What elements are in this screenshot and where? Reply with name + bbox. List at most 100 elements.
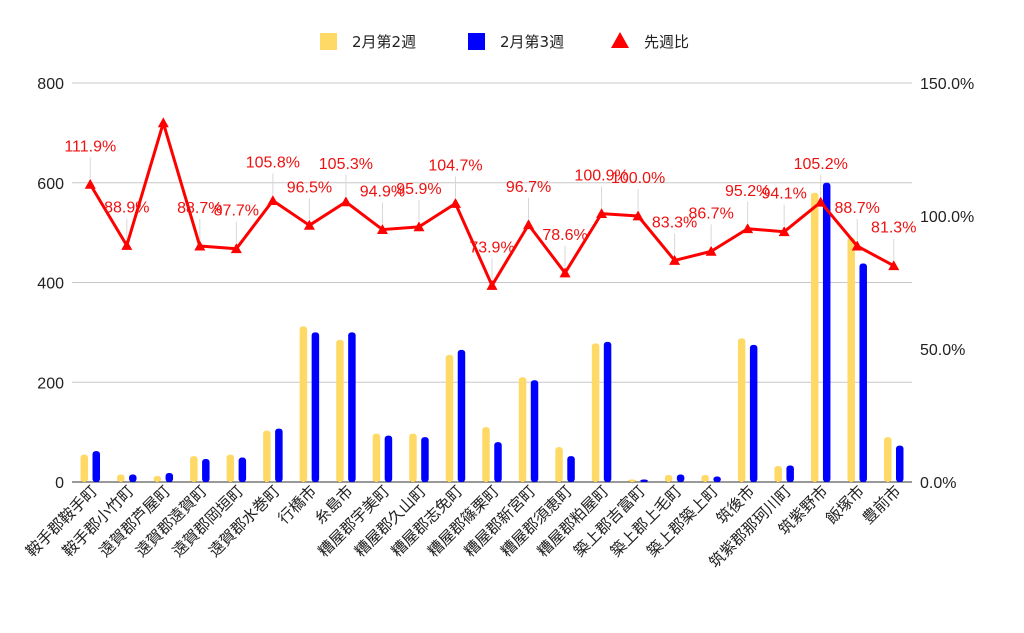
- ratio-data-labels: 111.9%88.9% 88.7%87.7%105.8%96.5%105.3%94…: [64, 138, 916, 256]
- ratio-marker: [449, 197, 461, 208]
- ratio-marker: [486, 279, 498, 290]
- legend-swatch: [320, 33, 337, 50]
- ratio-data-label: 96.7%: [506, 179, 551, 196]
- ratio-marker: [230, 243, 242, 254]
- ratio-data-label: 73.9%: [469, 239, 514, 256]
- ratio-marker: [705, 245, 717, 256]
- ratio-marker: [742, 223, 754, 234]
- category-label: 飯塚市: [822, 482, 868, 528]
- bar-week3: [530, 380, 539, 482]
- ratio-data-label: 105.3%: [319, 156, 373, 173]
- ratio-marker: [267, 195, 279, 205]
- category-label: 豊前市: [859, 482, 905, 528]
- ratio-data-label: 94.1%: [761, 186, 806, 203]
- bar-week3: [348, 332, 356, 482]
- bar-week3: [92, 451, 101, 482]
- left-tick-label: 0: [55, 475, 64, 492]
- ratio-marker: [157, 117, 169, 128]
- bar-week3: [749, 344, 758, 482]
- bar-week2: [737, 338, 746, 482]
- bar-week2: [701, 475, 709, 482]
- ratio-marker: [559, 267, 571, 278]
- left-y-axis: 0 200 400 600 800: [37, 76, 64, 492]
- label-leader-lines: [89, 157, 895, 280]
- ratio-marker: [888, 260, 900, 271]
- ratio-data-label: 95.2%: [725, 183, 770, 200]
- bar-week3: [786, 465, 794, 482]
- legend-label: 2月第2週: [352, 33, 416, 51]
- bar-week3: [567, 456, 575, 482]
- ratio-marker: [778, 226, 790, 237]
- bar-week3: [822, 182, 831, 482]
- bar-week3: [457, 349, 466, 482]
- ratio-marker: [523, 219, 535, 230]
- ratio-data-label: 78.6%: [542, 227, 587, 244]
- ratio-marker: [413, 221, 425, 232]
- bar-week3: [421, 437, 429, 482]
- bar-week2: [299, 326, 308, 482]
- bar-week2: [664, 475, 673, 482]
- bar-week3: [859, 263, 867, 482]
- ratio-data-label: 96.5%: [287, 179, 332, 196]
- bar-week3: [713, 476, 721, 482]
- right-y-axis: 0.0% 50.0% 100.0% 150.0%: [920, 76, 974, 492]
- left-tick-label: 800: [37, 76, 64, 93]
- left-tick-label: 400: [37, 276, 64, 293]
- bar-week2: [518, 377, 527, 482]
- bar-week2: [226, 454, 235, 482]
- ratio-data-label: 104.7%: [428, 157, 482, 174]
- legend-label: 先週比: [644, 33, 689, 51]
- ratio-marker: [669, 254, 681, 265]
- bar-week2: [117, 474, 125, 482]
- ratio-data-label: 105.8%: [246, 155, 300, 172]
- bar-week2: [263, 430, 271, 482]
- ratio-data-label: 100.0%: [611, 170, 665, 187]
- bar-week2: [810, 192, 819, 482]
- ratio-data-label: 100.9%: [574, 168, 628, 185]
- bar-week2: [555, 447, 563, 482]
- ratio-marker: [84, 178, 96, 189]
- left-tick-label: 200: [37, 375, 64, 392]
- bar-week3: [895, 445, 904, 482]
- bar-week3: [165, 473, 174, 482]
- bar-week2: [482, 427, 490, 482]
- ratio-marker: [851, 240, 863, 251]
- ratio-data-label: 88.7%: [835, 200, 880, 217]
- right-tick-label: 150.0%: [920, 76, 974, 93]
- ratio-data-label: 86.7%: [688, 205, 733, 222]
- bar-week2: [153, 476, 162, 482]
- bar-week2: [774, 466, 782, 482]
- ratio-markers: [84, 117, 900, 290]
- ratio-marker: [303, 219, 315, 230]
- ratio-marker: [815, 196, 827, 207]
- bar-week2: [628, 479, 636, 482]
- ratio-data-label: 87.7%: [214, 203, 259, 220]
- bar-week2: [372, 433, 381, 482]
- bar-week2: [883, 437, 892, 482]
- ratio-marker: [340, 196, 352, 207]
- ratio-marker: [194, 240, 206, 251]
- ratio-data-label: 81.3%: [871, 220, 916, 237]
- bar-week3: [640, 479, 648, 482]
- bar-week2: [80, 454, 89, 482]
- category-label: 行橋市: [275, 482, 321, 528]
- ratio-marker: [121, 240, 133, 250]
- bar-week3: [494, 442, 502, 482]
- ratio-marker: [596, 208, 608, 219]
- legend-label: 2月第3週: [500, 33, 564, 51]
- left-tick-label: 600: [37, 176, 64, 193]
- right-tick-label: 50.0%: [920, 342, 965, 359]
- ratio-data-label: 94.9%: [360, 184, 405, 201]
- ratio-data-label: 88.7%: [177, 200, 222, 217]
- ratio-marker: [376, 224, 388, 234]
- legend-swatch: [468, 33, 485, 50]
- ratio-data-label: 105.2%: [794, 156, 848, 173]
- bar-week3: [603, 341, 612, 482]
- bars: [80, 182, 904, 482]
- right-tick-label: 100.0%: [920, 209, 974, 226]
- ratio-data-label: 83.3%: [652, 214, 697, 231]
- bar-week3: [311, 332, 320, 482]
- right-tick-label: 0.0%: [920, 475, 956, 492]
- ratio-data-label: 88.9%: [104, 200, 149, 217]
